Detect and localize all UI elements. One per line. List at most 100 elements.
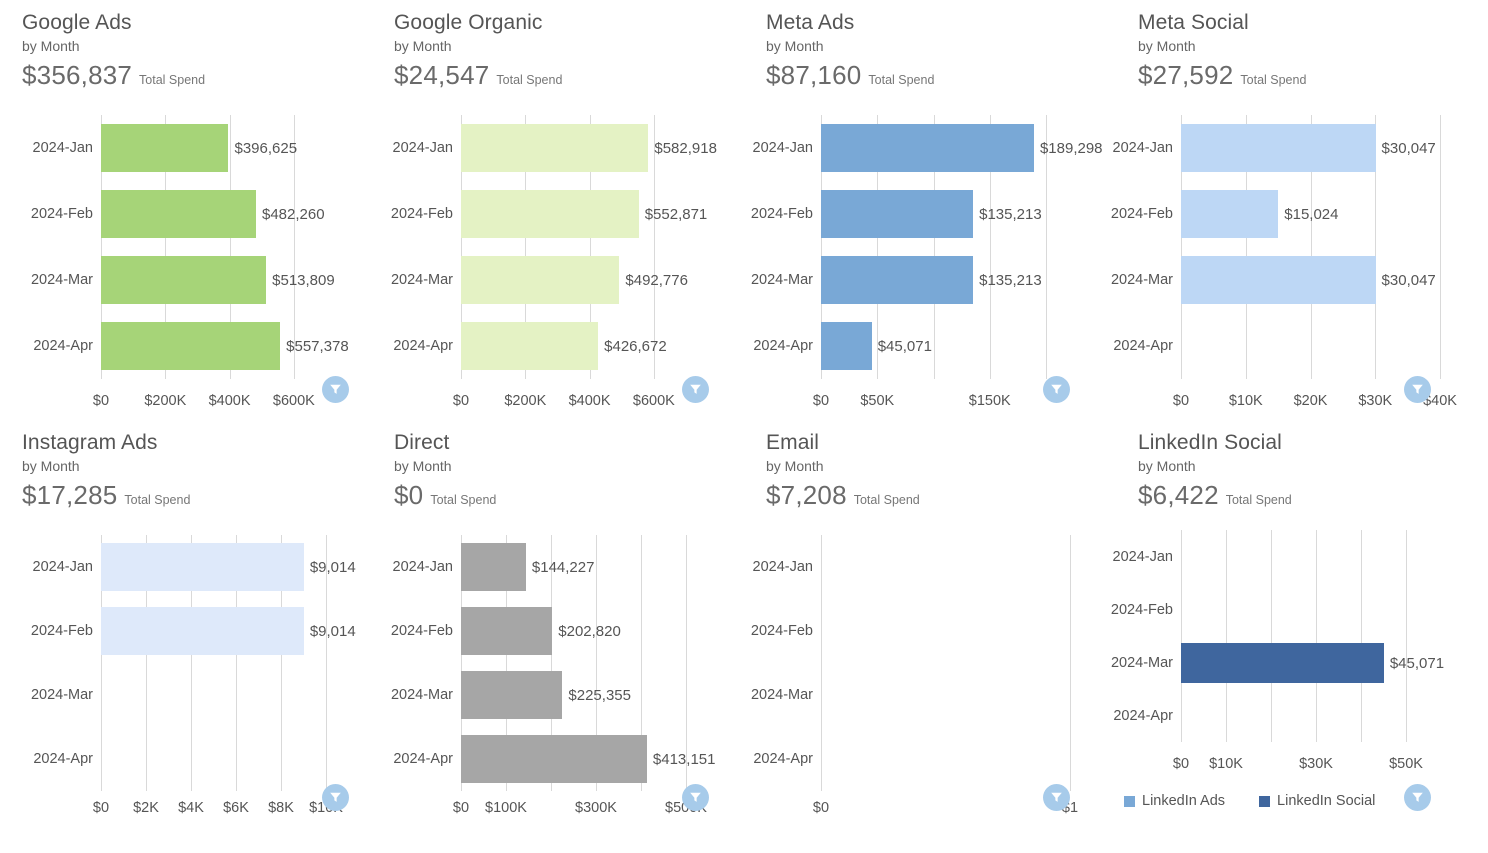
bar[interactable] bbox=[101, 322, 281, 370]
bar[interactable] bbox=[461, 124, 649, 172]
filter-funnel-icon[interactable] bbox=[1404, 784, 1431, 811]
x-axis-tick: $50K bbox=[860, 393, 895, 409]
category-label: 2024-Mar bbox=[30, 687, 93, 703]
bar-value-label: $426,672 bbox=[604, 338, 667, 355]
gridline bbox=[101, 115, 102, 379]
filter-funnel-icon[interactable] bbox=[1043, 376, 1070, 403]
gridline bbox=[989, 115, 991, 379]
category-label: 2024-Feb bbox=[30, 623, 93, 639]
x-axis-tick: $0 bbox=[812, 393, 830, 409]
legend-label: LinkedIn Ads bbox=[1142, 793, 1226, 809]
bar[interactable] bbox=[101, 543, 304, 591]
bar[interactable] bbox=[821, 322, 872, 370]
category-label: 2024-Feb bbox=[1110, 601, 1173, 618]
category-label: 2024-Apr bbox=[1113, 338, 1173, 354]
legend-swatch bbox=[1259, 795, 1271, 807]
x-axis-tick: $100K bbox=[485, 800, 527, 816]
panel-kpi-label: Total Spend bbox=[853, 493, 920, 507]
bar-value-label: $135,213 bbox=[979, 272, 1042, 289]
panel-subtitle: by Month bbox=[766, 38, 824, 54]
bar[interactable] bbox=[461, 735, 647, 783]
x-axis: $0 $200K $400K $600K bbox=[0, 394, 372, 414]
bar[interactable] bbox=[821, 124, 1034, 172]
panel-kpi-row: $356,837 Total Spend bbox=[22, 59, 372, 91]
category-label: 2024-Jan bbox=[392, 140, 453, 156]
category-label: 2024-Mar bbox=[1110, 654, 1173, 671]
chart-area: 2024-Jan $30,047 2024-Feb $15,024 2024-Mar $3… bbox=[1111, 115, 1488, 379]
gridline bbox=[1271, 530, 1272, 742]
legend-label: LinkedIn Social bbox=[1277, 793, 1376, 809]
panel-kpi-value: $24,547 bbox=[394, 60, 490, 90]
filter-funnel-icon[interactable] bbox=[322, 784, 349, 811]
category-label: 2024-Feb bbox=[30, 206, 93, 222]
panel-kpi-row: $7,208 Total Spend bbox=[766, 479, 1116, 511]
category-label: 2024-Mar bbox=[750, 272, 813, 288]
bar[interactable] bbox=[461, 322, 599, 370]
gridline bbox=[551, 535, 552, 791]
bar[interactable] bbox=[461, 256, 620, 304]
filter-funnel-icon[interactable] bbox=[1404, 376, 1431, 403]
bar[interactable] bbox=[101, 124, 229, 172]
bar[interactable] bbox=[1181, 642, 1384, 683]
chart-area: 2024-Jan $582,918 2024-Feb $552,871 2024-Mar… bbox=[372, 115, 744, 379]
panel-google-ads: Google Ads by Month $356,837 Total Spend 202… bbox=[0, 0, 372, 420]
gridline bbox=[1440, 115, 1441, 379]
bar[interactable] bbox=[1181, 190, 1279, 238]
legend-item[interactable]: LinkedIn Social bbox=[1259, 793, 1375, 809]
chart-area: 2024-Jan $144,227 2024-Feb $202,820 2024-Mar… bbox=[372, 535, 744, 791]
x-axis-tick: $150K bbox=[968, 393, 1011, 409]
x-axis-tick: $0 bbox=[92, 800, 110, 816]
gridline bbox=[146, 535, 147, 791]
chart-area: 2024-Jan $189,298 2024-Feb $135,213 2024-Mar… bbox=[744, 115, 1116, 379]
filter-funnel-icon[interactable] bbox=[322, 376, 349, 403]
filter-funnel-icon[interactable] bbox=[1043, 784, 1070, 811]
bar[interactable] bbox=[101, 607, 304, 655]
bar-value-label: $202,820 bbox=[558, 623, 621, 640]
category-label: 2024-Jan bbox=[32, 140, 93, 156]
x-axis-tick: $200K bbox=[504, 393, 547, 409]
x-axis-tick: $600K bbox=[272, 393, 315, 409]
bar[interactable] bbox=[821, 190, 974, 238]
bar-rows: 2024-Jan $9,014 2024-Feb $9,014 2024-Mar 2024… bbox=[0, 535, 372, 791]
filter-funnel-icon[interactable] bbox=[682, 784, 709, 811]
gridline bbox=[1375, 115, 1377, 379]
bar-value-label: $30,047 bbox=[1381, 140, 1436, 157]
bar[interactable] bbox=[1181, 256, 1376, 304]
panel-kpi-label: Total Spend bbox=[1240, 73, 1307, 87]
panel-kpi-row: $27,592 Total Spend bbox=[1138, 59, 1488, 91]
gridline bbox=[641, 535, 642, 791]
gridline bbox=[165, 115, 167, 379]
gridline bbox=[1245, 115, 1247, 379]
legend-item[interactable]: LinkedIn Ads bbox=[1124, 793, 1225, 809]
bar[interactable] bbox=[461, 607, 553, 655]
category-label: 2024-Apr bbox=[1113, 707, 1173, 724]
panel-google-organic: Google Organic by Month $24,547 Total Spend… bbox=[372, 0, 744, 420]
gridline bbox=[1181, 115, 1182, 379]
panel-title: Meta Social bbox=[1138, 11, 1249, 34]
panel-kpi-label: Total Spend bbox=[1225, 493, 1292, 507]
panel-kpi-label: Total Spend bbox=[139, 73, 206, 87]
legend-swatch bbox=[1124, 795, 1135, 807]
x-axis-tick: $0 bbox=[1172, 756, 1190, 772]
panel-meta-social: Meta Social by Month $27,592 Total Spend 202… bbox=[1111, 0, 1488, 420]
panel-direct: Direct by Month $0 Total Spend 2024-Jan $144,… bbox=[372, 420, 744, 853]
gridline bbox=[589, 115, 591, 379]
bar-value-label: $135,213 bbox=[979, 206, 1042, 223]
bar-rows: 2024-Jan 2024-Feb 2024-Mar 2024-Apr bbox=[744, 535, 1116, 791]
bar[interactable] bbox=[821, 256, 974, 304]
x-axis: $0 $200K $400K $600K bbox=[372, 394, 744, 414]
x-axis-tick: $0 bbox=[452, 800, 470, 816]
bar[interactable] bbox=[101, 190, 256, 238]
gridline bbox=[229, 115, 231, 379]
bar[interactable] bbox=[1181, 124, 1376, 172]
bar[interactable] bbox=[461, 671, 563, 719]
gridline bbox=[326, 535, 327, 791]
category-label: 2024-Mar bbox=[30, 272, 93, 288]
bar[interactable] bbox=[461, 190, 639, 238]
bar-rows: 2024-Jan 2024-Feb 2024-Mar $45,071 2024-Apr bbox=[1111, 530, 1488, 742]
x-axis-tick: $200K bbox=[144, 393, 187, 409]
x-axis-tick: $8K bbox=[268, 800, 294, 816]
bar[interactable] bbox=[101, 256, 267, 304]
filter-funnel-icon[interactable] bbox=[682, 376, 709, 403]
bar[interactable] bbox=[461, 543, 526, 591]
